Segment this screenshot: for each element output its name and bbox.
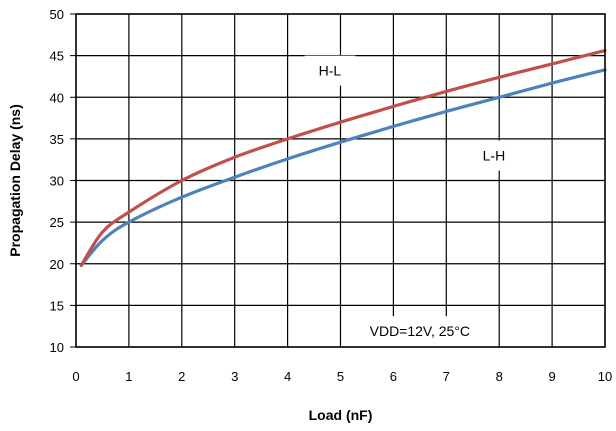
annotation-box — [468, 140, 520, 171]
x-tick-label: 6 — [390, 369, 397, 384]
annotation-box — [355, 316, 485, 347]
annotation-text: L-H — [483, 148, 506, 164]
x-tick-label: 10 — [598, 369, 612, 384]
annotation: L-H — [468, 140, 520, 171]
x-tick-label: 8 — [496, 369, 503, 384]
x-axis-label: Load (nF) — [309, 407, 373, 423]
x-tick-label: 9 — [548, 369, 555, 384]
y-tick-label: 25 — [50, 215, 64, 230]
y-tick-label: 15 — [50, 298, 64, 313]
x-tick-label: 4 — [284, 369, 291, 384]
annotation-text: VDD=12V, 25°C — [370, 323, 470, 339]
annotations: H-L L-H VDD=12V, 25°C — [304, 55, 520, 347]
y-tick-label: 50 — [50, 7, 64, 22]
x-tick-label: 7 — [443, 369, 450, 384]
annotation: H-L — [304, 55, 356, 86]
annotation-text: H-L — [319, 63, 342, 79]
x-tick-label: 5 — [337, 369, 344, 384]
series-line-l-h — [79, 68, 607, 267]
plot-border — [75, 13, 606, 348]
y-tick-label: 45 — [50, 49, 64, 64]
y-tick-label: 30 — [50, 174, 64, 189]
y-tick-label: 40 — [50, 90, 64, 105]
x-tick-label: 1 — [125, 369, 132, 384]
annotation: VDD=12V, 25°C — [355, 316, 485, 347]
x-tick-label: 2 — [178, 369, 185, 384]
y-tick-label: 35 — [50, 132, 64, 147]
x-tick-label: 0 — [72, 369, 79, 384]
series-line-h-l — [79, 49, 607, 267]
annotation-box — [304, 55, 356, 86]
y-tick-label: 20 — [50, 257, 64, 272]
y-axis-label: Propagation Delay (ns) — [7, 104, 23, 256]
series-lines — [79, 49, 607, 267]
x-tick-label: 3 — [231, 369, 238, 384]
y-tick-label: 10 — [50, 340, 64, 355]
